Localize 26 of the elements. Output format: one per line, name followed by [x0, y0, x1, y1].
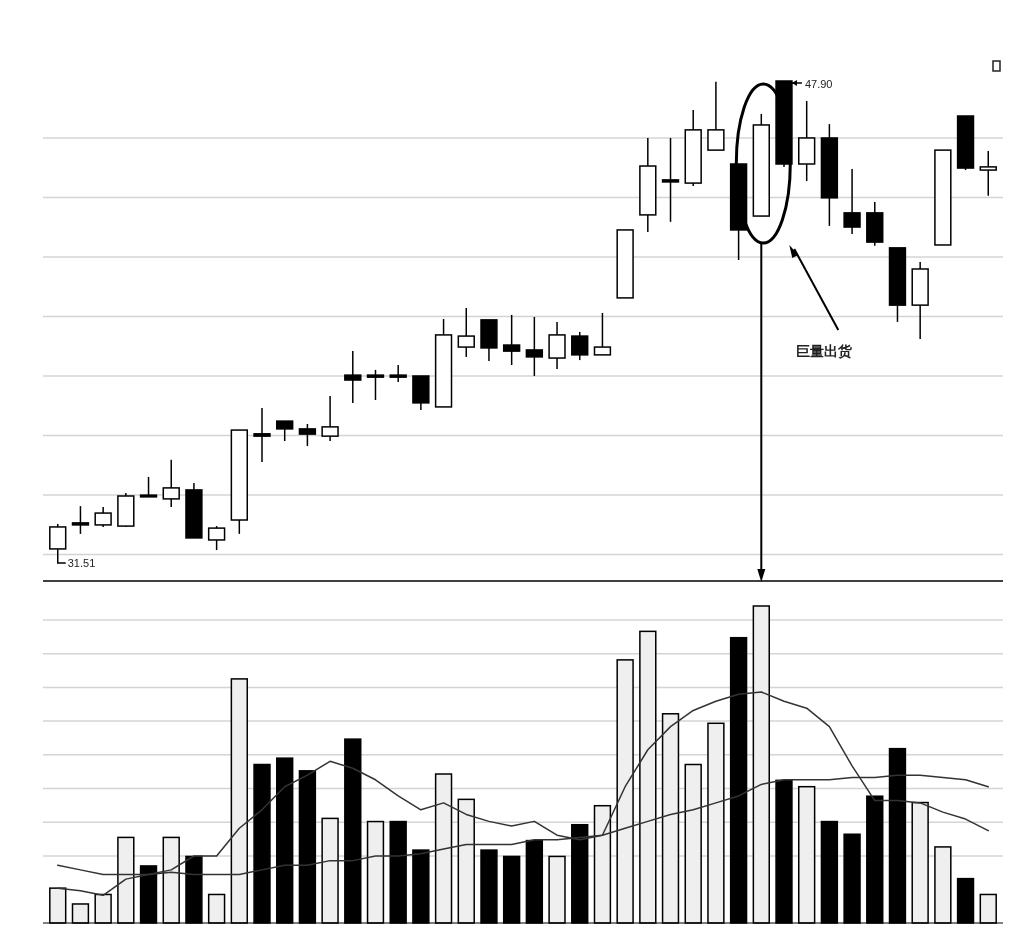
annotation: 47.90 [804, 78, 833, 90]
candlestick [593, 312, 612, 356]
candlestick [207, 525, 226, 551]
annotation: 巨量出货 [796, 343, 854, 359]
candlestick [502, 314, 521, 366]
candlestick [344, 350, 362, 404]
candlestick [298, 423, 317, 447]
candlestick [843, 168, 861, 235]
candlestick [707, 81, 725, 151]
text: 31.51 [67, 557, 96, 569]
candlestick [366, 369, 385, 401]
candlestick [548, 321, 566, 370]
candlestick [139, 476, 158, 498]
candlestick [94, 506, 112, 528]
candlestick [276, 420, 294, 442]
candlestick [661, 137, 680, 223]
candlestick [571, 331, 589, 361]
candlestick [389, 364, 407, 383]
candlestick [979, 150, 997, 197]
candlestick [162, 459, 180, 508]
candlestick [49, 523, 67, 556]
candlestick [321, 395, 339, 442]
candlestick [71, 505, 90, 535]
candlestick [525, 316, 544, 377]
candlestick [253, 407, 271, 463]
candlestick [457, 307, 475, 358]
